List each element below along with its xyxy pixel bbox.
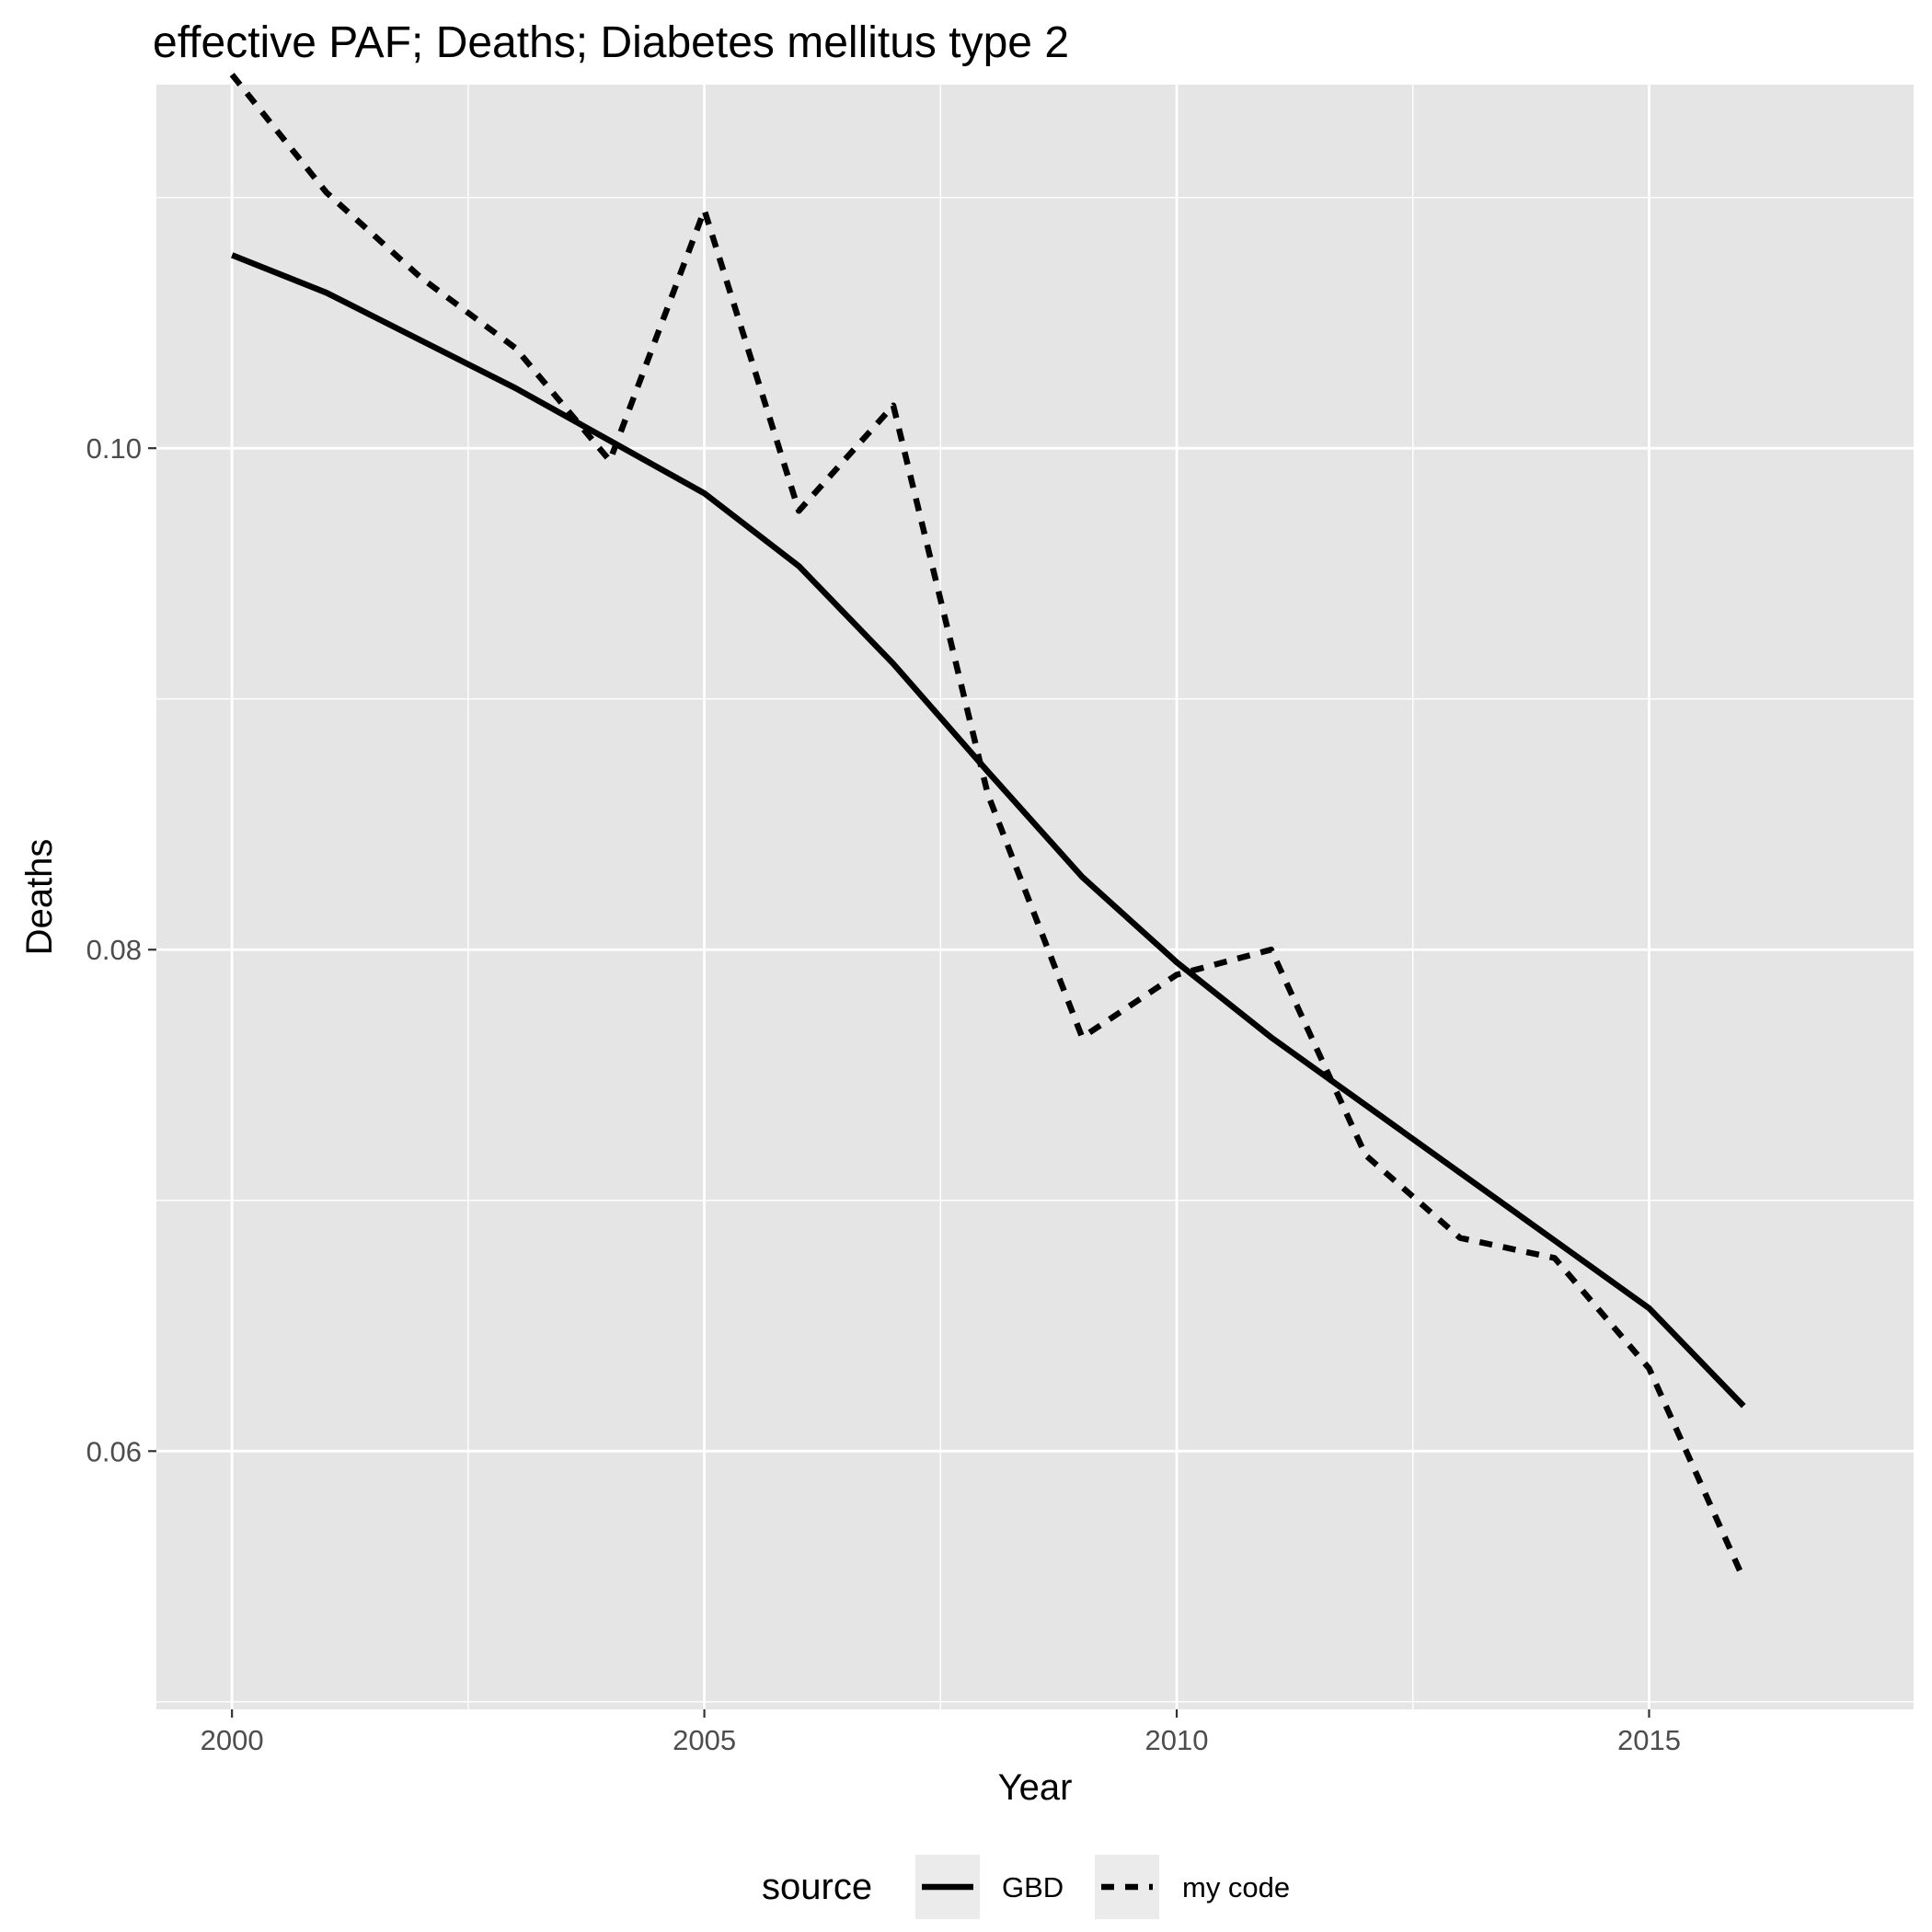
x-tick-label: 2015 xyxy=(1617,1724,1681,1756)
minor-gridlines xyxy=(156,85,1914,1709)
x-tick-label: 2010 xyxy=(1145,1724,1209,1756)
y-tick-label: 0.10 xyxy=(86,432,142,465)
series-line-my-code xyxy=(229,73,1747,1581)
y-tick-label: 0.08 xyxy=(86,934,142,966)
legend-label: GBD xyxy=(1002,1871,1064,1903)
legend-title: source xyxy=(762,1867,872,1907)
x-axis: 2000 2005 2010 2015 xyxy=(201,1709,1681,1756)
y-tick-label: 0.06 xyxy=(86,1435,142,1467)
legend-item-gbd: GBD xyxy=(915,1855,1064,1919)
y-axis-title: Deaths xyxy=(19,839,60,956)
legend: source GBD my code xyxy=(762,1855,1290,1919)
x-tick-label: 2005 xyxy=(673,1724,736,1756)
series-line-gbd xyxy=(230,252,1746,1409)
y-axis: 0.06 0.08 0.10 xyxy=(86,432,156,1467)
x-axis-title: Year xyxy=(998,1767,1073,1808)
series-lines xyxy=(229,73,1747,1581)
legend-item-my-code: my code xyxy=(1095,1855,1290,1919)
legend-label: my code xyxy=(1182,1871,1290,1903)
x-tick-label: 2000 xyxy=(201,1724,264,1756)
major-gridlines xyxy=(156,85,1914,1709)
chart-title: effective PAF; Deaths; Diabetes mellitus… xyxy=(153,18,1069,67)
